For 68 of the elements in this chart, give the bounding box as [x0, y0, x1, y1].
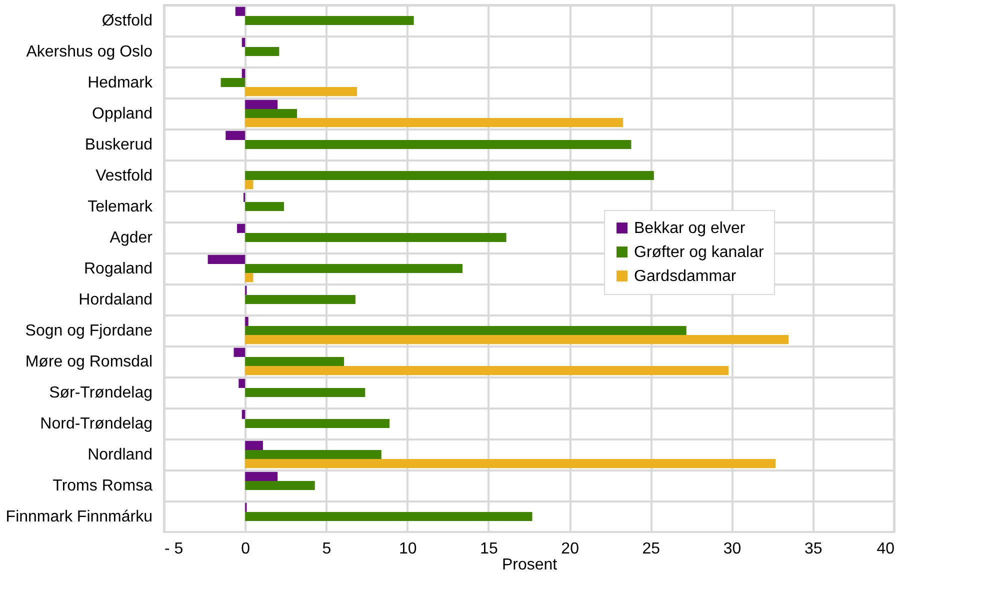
- bar: [245, 459, 776, 468]
- bar: [245, 87, 358, 96]
- x-tick-label: 30: [723, 540, 742, 558]
- y-tick-label: Hordaland: [78, 292, 152, 308]
- bar: [245, 170, 654, 180]
- bar: [245, 180, 254, 190]
- x-tick-label: 35: [804, 540, 822, 558]
- bar: [245, 273, 254, 282]
- bar: [245, 450, 382, 460]
- y-tick-label: Vestfold: [96, 168, 152, 184]
- bar: [242, 68, 246, 78]
- y-tick-label: Østfold: [102, 12, 152, 30]
- bar: [245, 440, 263, 450]
- x-tick-label: - 5: [164, 540, 184, 558]
- y-tick-label: Nordland: [88, 446, 152, 464]
- bar: [245, 264, 462, 274]
- bar: [245, 335, 789, 344]
- bar: [245, 294, 356, 304]
- y-tick-label: Sogn og Fjordane: [25, 322, 153, 340]
- bar: [245, 388, 366, 398]
- bar: [245, 316, 248, 326]
- bar: [245, 480, 315, 490]
- bar: [226, 130, 246, 140]
- bar: [245, 356, 344, 366]
- x-tick-label: 40: [876, 540, 895, 558]
- legend-label: Gardsdammar: [634, 268, 737, 285]
- y-tick-label: Oppland: [92, 106, 152, 122]
- y-tick-label: Buskerud: [84, 136, 152, 154]
- x-tick-label: 5: [322, 540, 332, 558]
- bar: [245, 140, 632, 150]
- y-tick-label: Sør-Trøndelag: [49, 384, 152, 402]
- x-tick-label: 0: [241, 540, 250, 558]
- bar: [245, 232, 506, 242]
- y-tick-label: Rogaland: [84, 260, 152, 278]
- legend-label: Bekkar og elver: [634, 220, 746, 237]
- bar: [242, 410, 246, 419]
- y-tick-label: Finnmark Finnmárku: [6, 508, 152, 526]
- bar: [237, 224, 246, 233]
- y-tick-label: Telemark: [88, 198, 154, 216]
- y-tick-label: Akershus og Oslo: [26, 44, 153, 60]
- bar: [234, 348, 246, 357]
- bar: [220, 78, 246, 88]
- bar: [245, 418, 390, 428]
- x-tick-label: 20: [561, 540, 580, 558]
- x-tick-label: 10: [398, 540, 417, 558]
- bar: [245, 46, 280, 56]
- bar: [245, 108, 298, 118]
- bar: [245, 16, 414, 26]
- bar: [245, 472, 278, 481]
- y-tick-label: Møre og Romsdal: [25, 354, 152, 370]
- bar: [245, 118, 624, 128]
- y-tick-label: Agder: [110, 230, 154, 246]
- bar: [245, 100, 278, 109]
- x-tick-label: 15: [480, 540, 498, 558]
- bar: [245, 326, 686, 336]
- x-tick-label: 25: [642, 540, 660, 558]
- y-tick-label: Troms Romsa: [52, 478, 153, 494]
- legend-label: Grøfter og kanalar: [634, 244, 764, 261]
- y-tick-label: Hedmark: [88, 74, 154, 92]
- bar: [235, 6, 246, 16]
- x-axis-title: Prosent: [502, 556, 558, 574]
- bar: [245, 202, 284, 212]
- bar: [208, 254, 246, 264]
- bar: [245, 366, 729, 376]
- bar: [238, 378, 246, 388]
- bar: [242, 38, 246, 47]
- y-tick-label: Nord-Trøndelag: [40, 416, 152, 432]
- bar: [245, 512, 532, 522]
